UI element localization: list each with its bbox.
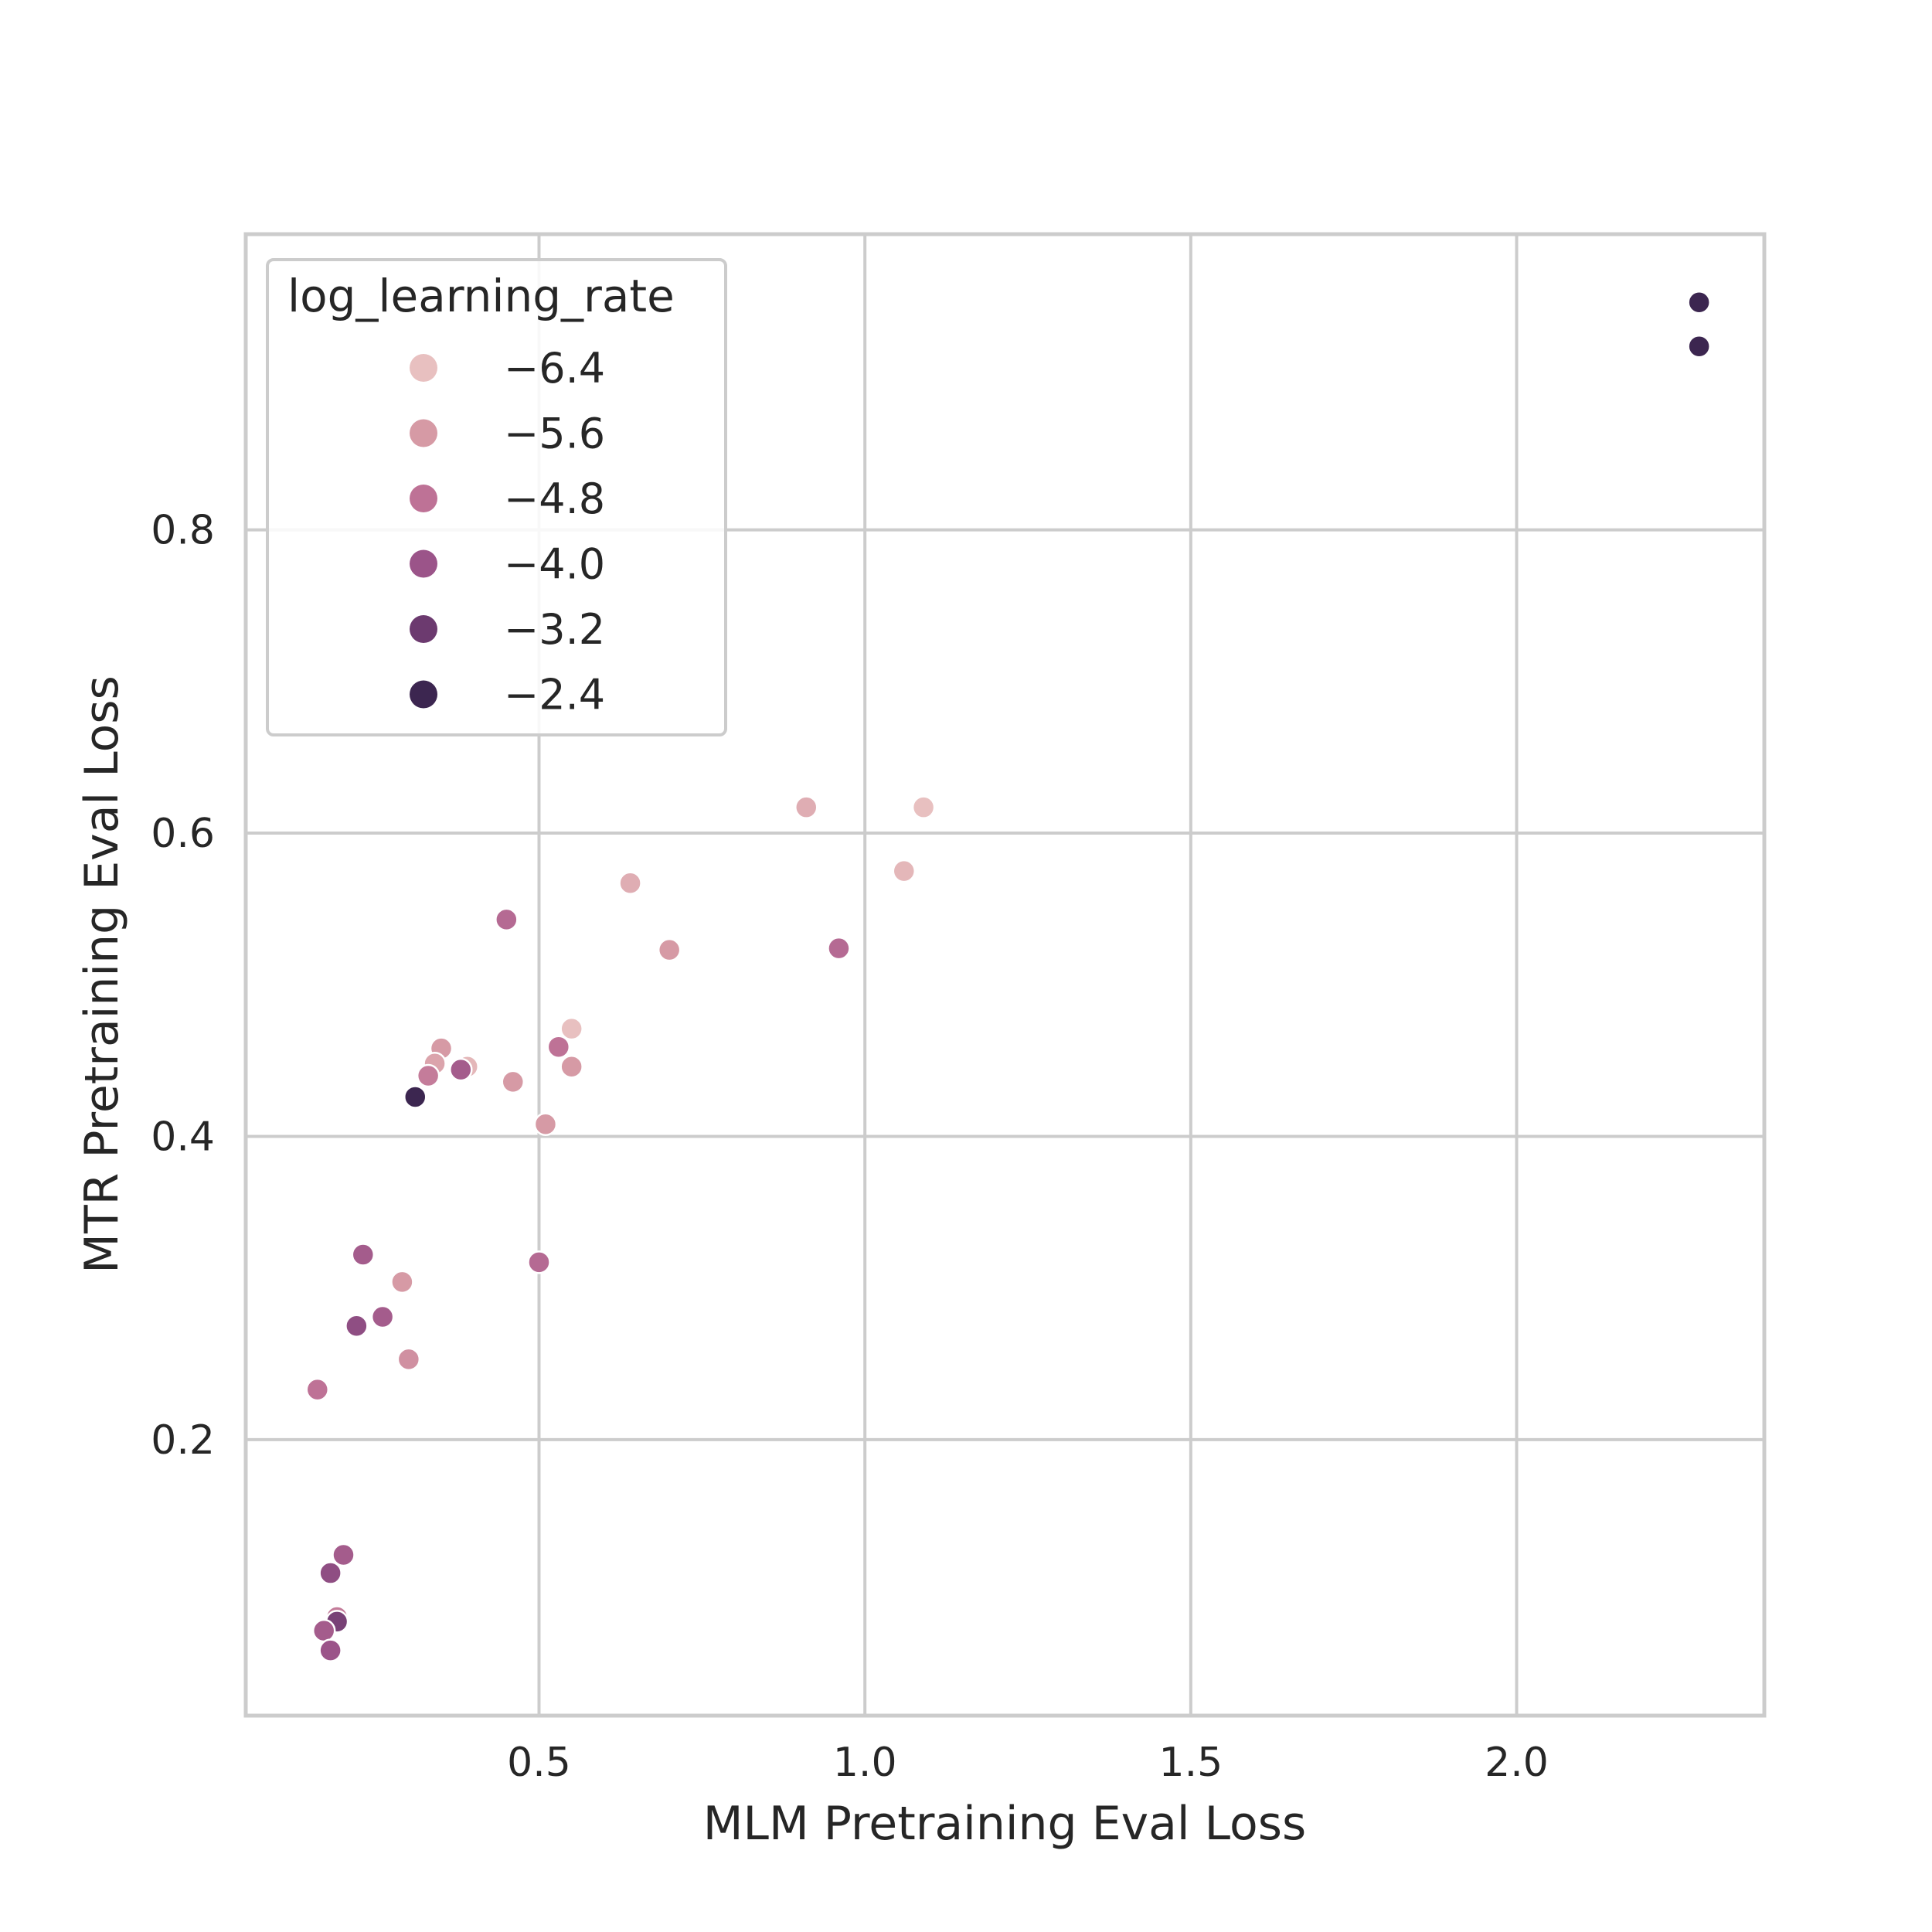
scatter-point	[318, 1638, 342, 1662]
x-tick-label: 1.5	[1159, 1740, 1223, 1786]
scatter-point	[560, 1054, 583, 1079]
y-axis-title: MTR Pretraining Eval Loss	[75, 675, 129, 1274]
scatter-point	[345, 1314, 369, 1338]
scatter-point	[618, 871, 642, 896]
x-tick-label: 2.0	[1485, 1740, 1549, 1786]
scatter-point	[449, 1057, 473, 1082]
scatter-point	[495, 907, 519, 932]
scatter-point	[527, 1250, 551, 1274]
y-tick-label: 0.4	[151, 1114, 215, 1160]
scatter-point	[911, 795, 936, 819]
scatter-point	[390, 1270, 414, 1294]
scatter-point	[318, 1561, 342, 1585]
legend-label: −3.2	[504, 605, 605, 654]
scatter-point	[332, 1543, 355, 1567]
scatter-point	[351, 1243, 376, 1267]
scatter-point	[305, 1377, 330, 1402]
legend-label: −5.6	[504, 410, 605, 458]
scatter-point	[1687, 291, 1711, 315]
legend-marker	[410, 615, 437, 643]
legend-box	[266, 258, 727, 736]
legend-marker	[410, 485, 437, 512]
scatter-points	[305, 291, 1711, 1662]
legend-label: −2.4	[504, 671, 605, 719]
legend-label: −4.0	[504, 540, 605, 589]
scatter-point	[403, 1085, 427, 1109]
scatter-point	[546, 1035, 571, 1059]
plot-frame	[243, 232, 1767, 1718]
legend-marker	[410, 680, 437, 709]
legend-title: log_learning_rate	[287, 270, 675, 322]
scatter-point	[396, 1347, 421, 1372]
legend-label: −6.4	[504, 344, 605, 393]
scatter-point	[560, 1016, 583, 1041]
scatter-point	[501, 1070, 526, 1094]
scatter-point	[311, 1618, 336, 1643]
scatter-point	[370, 1304, 395, 1329]
legend-marker	[410, 419, 437, 447]
scatter-point	[533, 1112, 558, 1137]
legend-entries: −6.4 −5.6 −4.8 −4.0 −3.2 −2.4	[410, 344, 605, 719]
scatter-point	[794, 795, 818, 819]
legend: log_learning_rate −6.4 −5.6 −4.8 −4.0 −3.2 −2…	[266, 258, 727, 736]
legend-label: −4.8	[504, 474, 605, 523]
y-tick-label: 0.2	[151, 1417, 215, 1464]
scatter-point	[657, 937, 682, 962]
legend-marker	[410, 354, 437, 382]
tick-labels: 0.5 1.0 1.5 2.0 0.2 0.4 0.6 0.8	[151, 508, 1549, 1786]
y-tick-label: 0.6	[151, 811, 215, 857]
scatter-point	[892, 859, 917, 883]
scatter-point	[827, 936, 851, 961]
x-tick-label: 1.0	[833, 1740, 897, 1786]
scatter-point	[416, 1063, 440, 1088]
y-tick-label: 0.8	[151, 508, 215, 554]
scatter-point	[1687, 334, 1711, 359]
x-tick-label: 0.5	[507, 1740, 571, 1786]
legend-marker	[410, 549, 437, 578]
x-axis-title: MLM Pretraining Eval Loss	[703, 1797, 1306, 1851]
